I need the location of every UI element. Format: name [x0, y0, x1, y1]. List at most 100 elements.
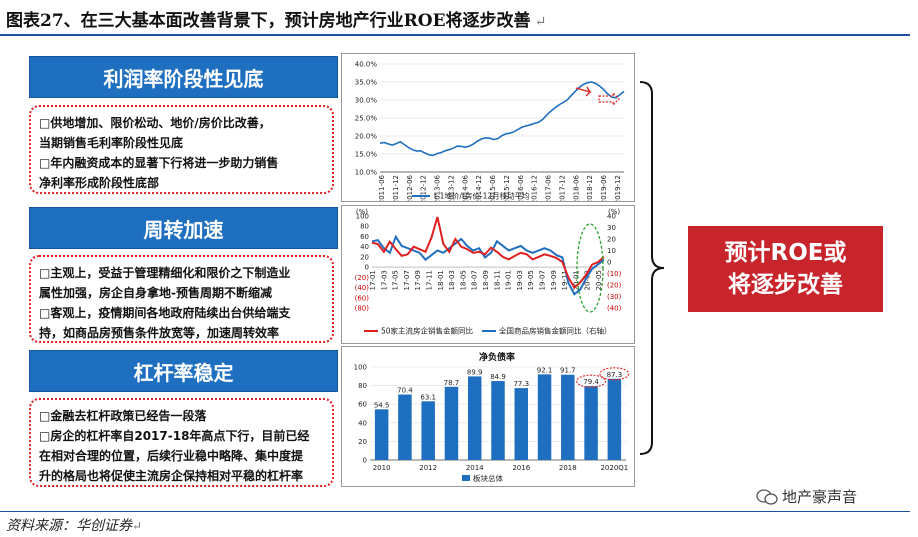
- x-tick-label: 18-11: [493, 270, 501, 290]
- x-tick-label: 20-05: [595, 270, 603, 290]
- data-label: 63.1: [420, 393, 436, 401]
- y-tick-label: 40: [360, 243, 369, 251]
- right-brace: [639, 81, 665, 455]
- y-tick-label: 100: [354, 364, 367, 372]
- chart-title: 净负债率: [479, 351, 515, 363]
- y-unit-label: (%): [356, 208, 368, 216]
- bullet-line: □供地增加、限价松动、地价/房价比改善，: [39, 116, 271, 130]
- y-tick-label: 15.0%: [355, 151, 378, 159]
- x-tick-label: 17-01: [369, 270, 377, 290]
- data-label: 87.3: [607, 371, 623, 379]
- wechat-icon: [756, 488, 778, 505]
- conclusion-box: 预计ROE或 将逐步改善: [688, 226, 883, 312]
- y-tick-label: 0: [365, 264, 369, 272]
- bar: [584, 386, 598, 460]
- legend-label: 板块总体: [473, 473, 503, 483]
- bullet-line: 升的格局也将促使主流房企保持相对平稳的杠杆率: [39, 469, 304, 483]
- x-tick-label: 18-07: [471, 270, 479, 290]
- y-tick-label: 10.0%: [355, 169, 378, 177]
- x-tick-label: 19-03: [516, 270, 524, 290]
- highlight-ellipse: [599, 367, 630, 381]
- bottom-rule: [0, 511, 910, 512]
- y-tick-label: (40): [355, 284, 370, 292]
- x-tick-label: 2010: [373, 464, 391, 472]
- highlight-ellipse: [576, 223, 604, 313]
- x-tick-label: 2013-12: [447, 175, 455, 201]
- page-title: 图表27、在三大基本面改善背景下，预计房地产行业ROE将逐步改善 ↵: [6, 11, 547, 31]
- x-tick-label: 2017-12: [558, 175, 566, 201]
- y2-tick-label: 20: [607, 236, 616, 244]
- x-tick-label: 2011-06: [378, 174, 386, 201]
- bar: [374, 409, 389, 460]
- conclusion-line-1: 预计ROE或: [724, 240, 847, 266]
- series-line: [379, 81, 625, 157]
- x-tick-label: 2013-06: [434, 174, 442, 201]
- source-note: 资料来源：华创证券↵: [6, 518, 143, 534]
- x-tick-label: 2019-12: [614, 175, 622, 201]
- x-tick-label: 2018-12: [586, 175, 594, 201]
- legend-label: t-1地价/t房价-12月移动平均: [434, 191, 530, 201]
- chart-net-gearing: 净负债率 100 80 60 40 20 0 54.5 70.4 63.1 78.7 89.9 84.9…: [341, 346, 635, 487]
- x-tick-label: 18-01: [437, 270, 445, 290]
- y2-tick-label: (20): [607, 282, 622, 290]
- data-label: 79.4: [583, 378, 599, 386]
- trend-arrow: [598, 91, 620, 107]
- y-tick-label: 60: [360, 233, 369, 241]
- x-tick-label: 2017-06: [545, 174, 553, 201]
- bullet-line: □金融去杠杆政策已经告一段落: [39, 409, 207, 423]
- chart-2-svg: (%)100806040200(20)(40)(60)(80)(%)403020…: [355, 208, 622, 336]
- x-tick-label: 19-01: [505, 270, 513, 290]
- bar: [561, 374, 575, 460]
- data-label: 78.7: [444, 379, 460, 387]
- y-tick-label: 35.0%: [355, 79, 378, 87]
- chart-1-svg: 40.0%35.0%30.0%25.0%20.0%15.0%10.0%2011-…: [355, 61, 625, 204]
- data-label: 54.5: [374, 401, 390, 409]
- x-tick-label: 17-05: [392, 270, 400, 290]
- bullet-line: 在相对合理的位置，后续行业稳中略降、集中度提: [39, 449, 304, 463]
- x-tick-label: 19-07: [539, 270, 547, 290]
- bullet-line: □年内融资成本的显著下行将进一步助力销售: [39, 156, 279, 170]
- legend-swatch: [462, 475, 470, 481]
- bullet-line: 持，如商品房预售条件放宽等，加速周转效率: [39, 326, 280, 340]
- bar: [444, 386, 459, 460]
- data-label: 89.9: [467, 368, 483, 376]
- x-tick-label: 19-05: [527, 270, 535, 290]
- x-tick-label: 2012: [419, 464, 437, 472]
- x-tick-label: 2012-06: [406, 174, 414, 201]
- x-tick-label: 18-03: [448, 270, 456, 290]
- series-line: [371, 216, 605, 290]
- y-tick-label: (20): [355, 274, 370, 282]
- section-heading-leverage: 杠杆率稳定: [29, 350, 338, 392]
- bar: [491, 381, 505, 460]
- data-label: 70.4: [397, 387, 413, 395]
- x-tick-label: 2012-12: [420, 175, 428, 201]
- legend-label: 50家主流房企销售金额同比: [381, 326, 474, 336]
- bar: [514, 388, 529, 460]
- y-tick-label: 20: [358, 438, 367, 446]
- x-tick-label: 17-09: [414, 270, 422, 290]
- x-tick-label: 2020Q1: [600, 464, 628, 472]
- y2-tick-label: (40): [607, 305, 622, 313]
- chart-3-svg: 净负债率 100 80 60 40 20 0 54.5 70.4 63.1 78.7 89.9 84.9…: [354, 351, 630, 483]
- x-tick-label: 2014-06: [461, 174, 469, 201]
- trend-arrow: [575, 86, 592, 97]
- data-label: 84.9: [490, 373, 506, 381]
- y-tick-label: (60): [355, 294, 370, 302]
- section-heading-profit: 利润率阶段性见底: [29, 56, 338, 98]
- conclusion-line-2: 将逐步改善: [728, 272, 843, 298]
- watermark: 地产豪声音: [756, 486, 857, 507]
- section-heading-turnover: 周转加速: [29, 207, 338, 249]
- section-bullets-leverage: □金融去杠杆政策已经告一段落 □房企的杠杆率自2017-18年高点下行，目前已经…: [29, 398, 334, 487]
- x-tick-label: 19-09: [550, 270, 558, 290]
- x-tick-label: 2014: [466, 464, 484, 472]
- y2-tick-label: 10: [607, 247, 616, 255]
- x-tick-label: 2016-12: [531, 175, 539, 201]
- section-bullets-profit: □供地增加、限价松动、地价/房价比改善， 当期销售毛利率阶段性见底 □年内融资成…: [29, 105, 334, 194]
- bullet-line: 属性加强，房企自身拿地-预售周期不断缩减: [39, 286, 272, 300]
- x-tick-label: 2014-12: [475, 175, 483, 201]
- data-label: 77.3: [513, 380, 529, 388]
- title-rule: [0, 34, 910, 36]
- y-tick-label: 100: [356, 213, 369, 221]
- x-tick-label: 2018-06: [572, 174, 580, 201]
- x-tick-label: 2015-12: [503, 175, 511, 201]
